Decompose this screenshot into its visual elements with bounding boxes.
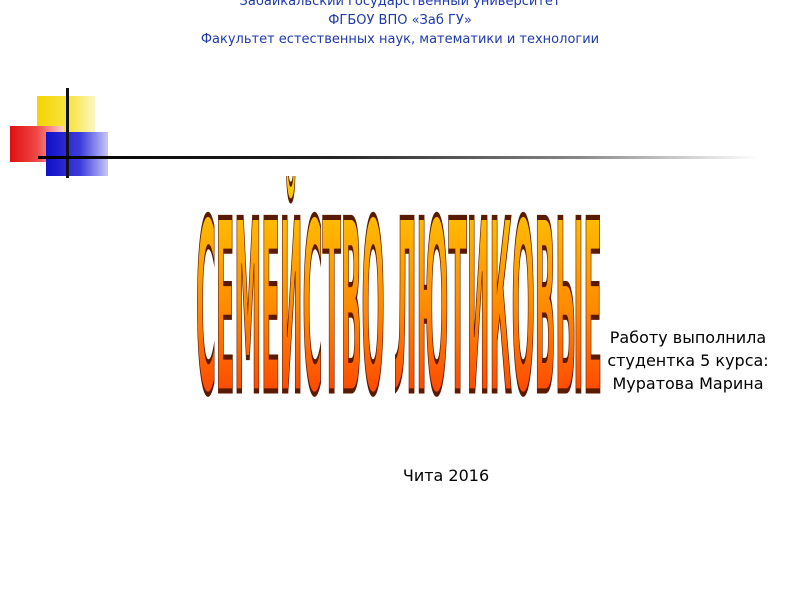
author-name: Муратова Марина xyxy=(612,374,764,393)
author-line-work: Работу выполнила xyxy=(609,328,767,347)
decor-horizontal-line xyxy=(38,156,758,159)
decor-vertical-line xyxy=(66,88,69,178)
title-wordart-svg: СЕМЕЙСТВО ЛЮТИКОВЫЕ xyxy=(195,176,604,438)
faculty-name: Факультет естественных наук, математики … xyxy=(200,32,600,47)
university-header: Забайкальский государственный университе… xyxy=(0,0,800,49)
title-wordart: СЕМЕЙСТВО ЛЮТИКОВЫЕ xyxy=(193,176,605,438)
author-line-student: студентка 5 курса: xyxy=(607,351,769,370)
author-block: Работу выполнила студентка 5 курса: Мура… xyxy=(598,326,778,395)
decor-blue-square xyxy=(46,132,108,176)
city-year: Чита 2016 xyxy=(402,466,490,485)
slide-title: СЕМЕЙСТВО ЛЮТИКОВЫЕ xyxy=(196,176,602,438)
university-abbreviation: ФГБОУ ВПО «Заб ГУ» xyxy=(328,13,472,28)
university-name: Забайкальский государственный университе… xyxy=(239,0,561,9)
